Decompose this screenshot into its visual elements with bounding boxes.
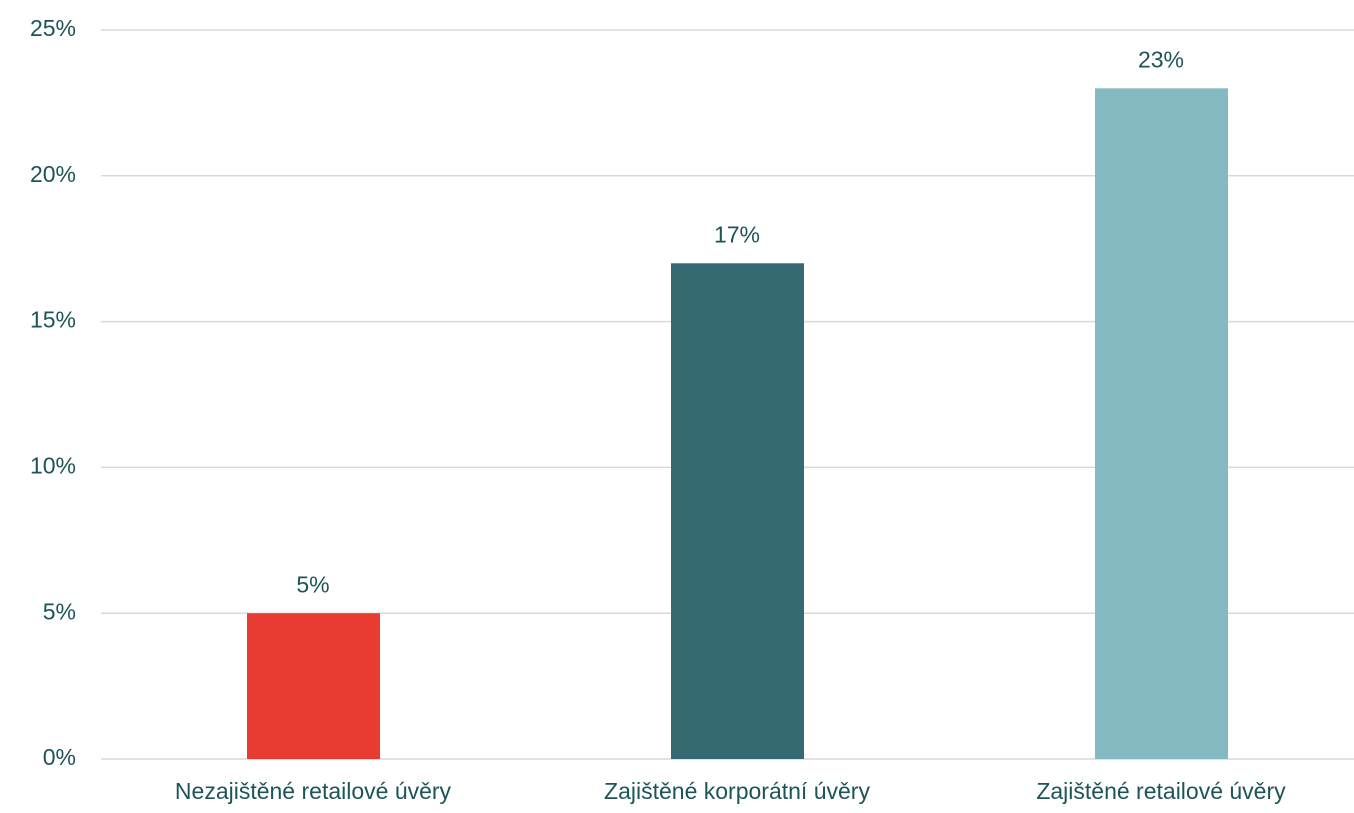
y-tick-label: 5% [43,598,76,624]
data-label: 23% [1138,46,1184,72]
bar [671,263,804,759]
data-label: 5% [296,571,329,597]
y-tick-label: 0% [43,744,76,770]
x-tick-label: Nezajištěné retailové úvěry [175,778,452,804]
y-tick-label: 25% [30,15,76,41]
x-tick-label: Zajištěné korporátní úvěry [604,778,870,804]
y-tick-label: 20% [30,161,76,187]
bar [1095,88,1228,759]
data-label: 17% [714,221,760,247]
bar [247,613,380,759]
y-tick-label: 15% [30,307,76,333]
x-tick-label: Zajištěné retailové úvěry [1036,778,1286,804]
y-tick-label: 10% [30,452,76,478]
